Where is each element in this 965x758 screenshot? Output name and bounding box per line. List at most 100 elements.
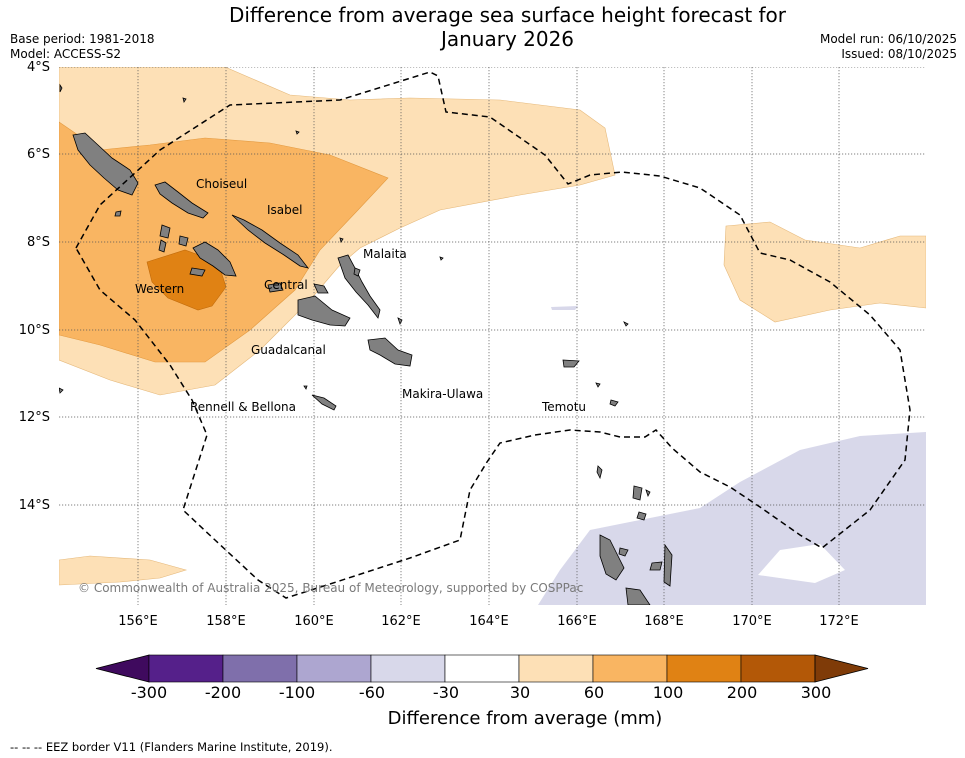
label-western: Western (135, 282, 184, 296)
island-bougainville (72, 132, 139, 196)
island-guadalcanal (297, 295, 351, 327)
title-line-1: Difference from average sea surface heig… (228, 3, 787, 27)
colorbar-label-m300: -300 (130, 683, 168, 702)
island-torres (596, 465, 603, 480)
colorbar-extend-high (814, 654, 869, 683)
island-kolombangara (178, 235, 189, 247)
lon-label-162e: 162°E (381, 614, 421, 629)
island-ambae (618, 547, 629, 557)
label-makira: Makira-Ulawa (402, 387, 483, 401)
colorbar-segment (148, 654, 224, 683)
base-period: Base period: 1981-2018 (10, 32, 155, 46)
label-guadalcanal: Guadalcanal (251, 343, 326, 357)
lon-label-158e: 158°E (206, 614, 246, 629)
island-pentecost (663, 543, 673, 587)
colorbar-segment (518, 654, 594, 683)
island-banks-2 (636, 511, 647, 521)
island-makira (367, 337, 413, 367)
label-temotu: Temotu (541, 400, 586, 414)
lat-label-4s: 4°S (26, 60, 50, 75)
island-small-d (182, 97, 187, 103)
lat-label-10s: 10°S (18, 323, 50, 338)
island-espiritu-santo (599, 534, 625, 581)
island-rendova (189, 267, 206, 277)
island-utupua (595, 382, 601, 388)
meta-right: Model run: 06/10/2025 Issued: 08/10/2025 (820, 32, 957, 62)
lat-label-6s: 6°S (26, 147, 50, 162)
island-malaita (337, 254, 381, 319)
island-isabel (231, 214, 310, 269)
ssh-fill-30-60-east (723, 221, 926, 323)
island-small-e (295, 130, 300, 135)
lon-label-164e: 164°E (469, 614, 509, 629)
gridlines (59, 67, 926, 605)
island-small-c (339, 237, 344, 243)
colorbar-label-30: 30 (509, 683, 531, 702)
copyright-text: © Commonwealth of Australia 2025, Bureau… (78, 581, 583, 595)
islands (59, 83, 673, 605)
ssh-fill-negative-hole (758, 544, 845, 583)
colorbar-label-m200: -200 (204, 683, 242, 702)
island-maewo (649, 561, 663, 571)
island-bellona (303, 385, 308, 390)
label-malaita: Malaita (363, 247, 407, 261)
colorbar (95, 654, 869, 683)
lat-label-12s: 12°S (18, 410, 50, 425)
colorbar-segment (296, 654, 372, 683)
ssh-fill-60-100 (59, 121, 389, 363)
model-name: Model: ACCESS-S2 (10, 47, 122, 61)
island-malekula (625, 587, 651, 605)
island-small-a (623, 321, 629, 327)
colorbar-segment (444, 654, 520, 683)
colorbar-label-60: 60 (583, 683, 605, 702)
model-run: Model run: 06/10/2025 (819, 32, 957, 46)
lon-label-156e: 156°E (118, 614, 158, 629)
colorbar-label-m60: -60 (358, 683, 386, 702)
issued-date: Issued: 08/10/2025 (841, 47, 957, 61)
ssh-fill-negative-patch (551, 306, 578, 310)
lat-label-14s: 14°S (18, 498, 50, 513)
island-small-1 (114, 210, 122, 217)
lon-label-168e: 168°E (644, 614, 684, 629)
label-rennell: Rennell & Bellona (190, 400, 296, 414)
island-ranongga (158, 239, 167, 253)
island-ulawa (397, 317, 403, 326)
ssh-fill-100-200 (146, 249, 227, 311)
island-rennell (311, 394, 337, 411)
colorbar-label-300: 300 (800, 683, 832, 702)
island-vanikoro (609, 399, 619, 407)
eez-border (75, 71, 911, 599)
lat-label-8s: 8°S (26, 235, 50, 250)
colorbar-title: Difference from average (mm) (387, 708, 663, 729)
colorbar-segment (370, 654, 446, 683)
island-florida (313, 283, 329, 294)
island-banks-3 (645, 489, 651, 498)
colorbar-label-100: 100 (652, 683, 684, 702)
colorbar-segment (222, 654, 298, 683)
colorbar-segment (592, 654, 668, 683)
map-area: Choiseul Isabel Malaita Western Central … (59, 67, 926, 605)
lon-label-166e: 166°E (557, 614, 597, 629)
colorbar-segment (740, 654, 816, 683)
label-isabel: Isabel (267, 203, 302, 217)
lon-label-160e: 160°E (294, 614, 334, 629)
colorbar-segment (666, 654, 742, 683)
label-central: Central (264, 278, 308, 292)
ssh-fill-negative-south (538, 432, 926, 605)
island-small-b (439, 256, 444, 261)
colorbar-label-200: 200 (726, 683, 758, 702)
meta-left: Base period: 1981-2018 Model: ACCESS-S2 (10, 32, 155, 62)
island-vella (159, 224, 171, 239)
colorbar-label-m100: -100 (278, 683, 316, 702)
island-new-georgia (192, 241, 237, 277)
island-small-malaita (353, 267, 361, 277)
lon-label-170e: 170°E (732, 614, 772, 629)
island-central (267, 282, 284, 293)
footer-legend: -- -- -- EEZ border V11 (Flanders Marine… (10, 740, 333, 754)
label-choiseul: Choiseul (196, 177, 247, 191)
chart-title: Difference from average sea surface heig… (150, 3, 865, 51)
island-buka (59, 83, 63, 93)
ssh-fill-30-60-south (59, 555, 188, 586)
island-choiseul (154, 181, 209, 219)
